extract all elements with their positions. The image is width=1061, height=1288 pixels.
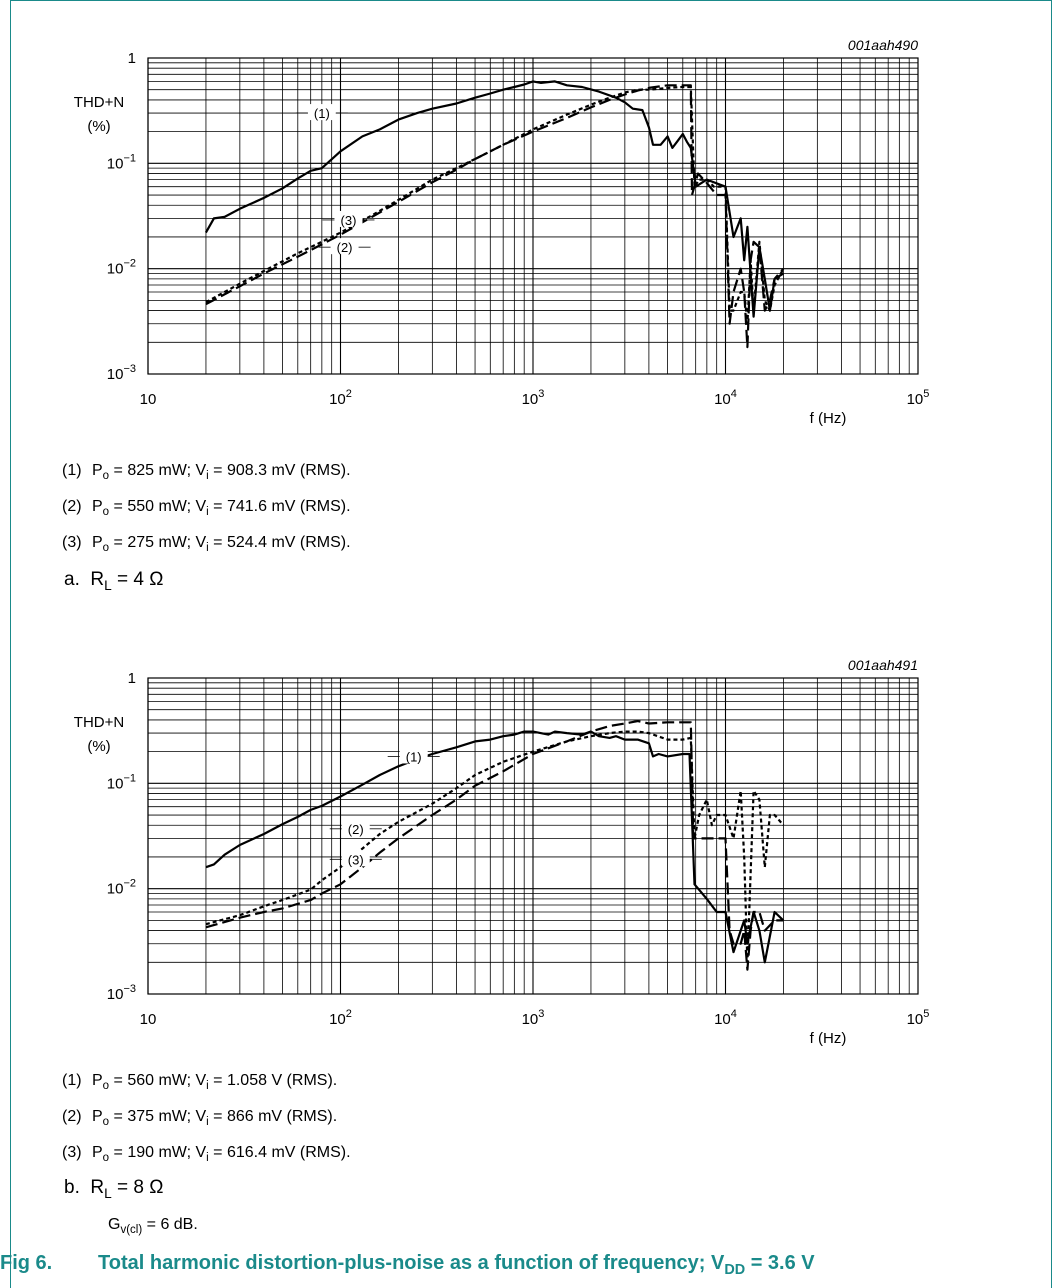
series-label-bg xyxy=(330,238,359,255)
x-tick-label: 104 xyxy=(714,1008,737,1028)
annotation-b-1: (1) Po = 560 mW; Vi = 1.058 V (RMS). xyxy=(62,1072,338,1093)
y-tick-label: 10−3 xyxy=(107,983,136,1003)
x-tick-label: 103 xyxy=(522,388,545,408)
x-axis-label: f (Hz) xyxy=(810,1030,847,1047)
x-tick-label: 102 xyxy=(329,388,352,408)
series-line-3 xyxy=(205,720,784,971)
y-tick-label: 1 xyxy=(128,50,136,67)
y-tick-label: 1 xyxy=(128,670,136,687)
series-label-bg xyxy=(399,747,428,764)
series-line-1 xyxy=(204,80,784,318)
sublabel-a: a. RL = 4 Ω xyxy=(64,569,164,593)
annotation-a-2: (2) Po = 550 mW; Vi = 741.6 mV (RMS). xyxy=(62,498,351,519)
grid xyxy=(147,678,918,995)
y-axis-label: (%) xyxy=(87,118,110,135)
y-axis-label: (%) xyxy=(87,738,110,755)
series-label-1: (1) xyxy=(406,749,422,764)
series-label-bg xyxy=(341,850,370,867)
figure-frame xyxy=(10,0,1052,1288)
grid xyxy=(147,58,918,375)
series-label-bg xyxy=(307,104,336,121)
y-tick-label: 10−1 xyxy=(107,152,136,172)
series-label-2: (2) xyxy=(348,822,364,837)
x-tick-label: 10 xyxy=(140,391,157,408)
x-tick-label: 105 xyxy=(907,1008,930,1028)
series-line-2 xyxy=(205,85,785,325)
y-tick-label: 10−2 xyxy=(107,878,136,898)
series-label-1: (1) xyxy=(314,106,330,121)
figure-label: Fig 6. xyxy=(0,1252,53,1274)
y-axis-label: THD+N xyxy=(74,94,124,111)
y-tick-label: 10−2 xyxy=(107,258,136,278)
y-tick-label: 10−1 xyxy=(107,772,136,792)
series-line-3 xyxy=(205,84,785,349)
y-tick-label: 10−3 xyxy=(107,363,136,383)
y-axis-label: THD+N xyxy=(74,714,124,731)
figure-caption: Fig 6. Total harmonic distortion-plus-noi… xyxy=(0,1252,815,1278)
annotation-b-3: (3) Po = 190 mW; Vi = 616.4 mV (RMS). xyxy=(62,1144,351,1165)
figure-id: 001aah491 xyxy=(848,657,918,673)
x-tick-label: 102 xyxy=(329,1008,352,1028)
figure-id: 001aah490 xyxy=(848,37,918,53)
chart-a: 10 102 103 104 105 1 10−1 10−2 10−3 THD+N (%) f (Hz… xyxy=(74,37,930,427)
series-label-bg xyxy=(341,819,370,836)
series-label-3: (3) xyxy=(341,213,357,228)
x-tick-label: 104 xyxy=(714,388,737,408)
annotation-a-1: (1) Po = 825 mW; Vi = 908.3 mV (RMS). xyxy=(62,462,351,483)
plot-border xyxy=(147,57,919,375)
x-tick-label: 103 xyxy=(522,1008,545,1028)
series-label-3: (3) xyxy=(348,852,364,867)
x-tick-label: 10 xyxy=(140,1011,157,1028)
annotation-b-2: (2) Po = 375 mW; Vi = 866 mV (RMS). xyxy=(62,1108,338,1129)
series-label-bg xyxy=(334,210,363,227)
chart-b: 10 102 103 104 105 1 10−1 10−2 10−3 THD+N (%) f (Hz… xyxy=(74,657,930,1047)
series-label-2: (2) xyxy=(337,240,353,255)
annotation-a-3: (3) Po = 275 mW; Vi = 524.4 mV (RMS). xyxy=(62,534,351,555)
x-tick-label: 105 xyxy=(907,388,930,408)
gain-note: Gv(cl) = 6 dB. xyxy=(108,1216,198,1237)
series-line-2 xyxy=(205,730,785,964)
sublabel-b: b. RL = 8 Ω xyxy=(64,1177,164,1201)
plot-border xyxy=(147,677,919,995)
x-axis-label: f (Hz) xyxy=(810,410,847,427)
